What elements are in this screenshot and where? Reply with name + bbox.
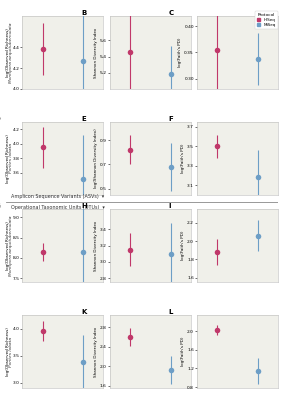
- Text: E: E: [81, 116, 86, 122]
- Y-axis label: log(Observed Richness): log(Observed Richness): [6, 134, 10, 183]
- Text: Montipora aequituberculata: Montipora aequituberculata: [9, 216, 13, 276]
- Y-axis label: log(Observed Richness): log(Observed Richness): [6, 327, 10, 376]
- Text: B: B: [81, 10, 87, 16]
- Text: Porites lobata: Porites lobata: [9, 143, 13, 173]
- Text: H: H: [81, 203, 87, 209]
- Legend: HiSeq, MiSeq: HiSeq, MiSeq: [255, 11, 278, 30]
- Y-axis label: log(Shannon Diversity Index): log(Shannon Diversity Index): [94, 128, 98, 188]
- Text: K: K: [81, 309, 87, 315]
- Y-axis label: Shannon Diversity Index: Shannon Diversity Index: [94, 326, 98, 377]
- Y-axis label: log(Observed Richness): log(Observed Richness): [6, 28, 10, 77]
- Text: F: F: [169, 116, 174, 122]
- Y-axis label: Shannon Diversity Index: Shannon Diversity Index: [94, 27, 98, 78]
- Text: Amplicon Sequence Variants (ASVs)  ▾: Amplicon Sequence Variants (ASVs) ▾: [11, 194, 104, 200]
- Text: Operational Taxonomic Units (OTUs)  ▾: Operational Taxonomic Units (OTUs) ▾: [11, 204, 105, 210]
- Y-axis label: log(Faith's PD): log(Faith's PD): [181, 337, 185, 366]
- Text: Porites lobata: Porites lobata: [9, 336, 13, 366]
- Text: C: C: [169, 10, 174, 16]
- Y-axis label: log(Faith's PD): log(Faith's PD): [178, 38, 182, 67]
- Y-axis label: log(Faith's PD): log(Faith's PD): [181, 231, 185, 260]
- Y-axis label: log(Faith's PD): log(Faith's PD): [181, 144, 185, 173]
- Y-axis label: log(Observed Richness): log(Observed Richness): [6, 221, 10, 270]
- Y-axis label: Shannon Diversity Index: Shannon Diversity Index: [94, 220, 98, 271]
- Text: L: L: [169, 309, 173, 315]
- Text: I: I: [169, 203, 171, 209]
- Text: Montipora aequituberculata: Montipora aequituberculata: [9, 22, 13, 83]
